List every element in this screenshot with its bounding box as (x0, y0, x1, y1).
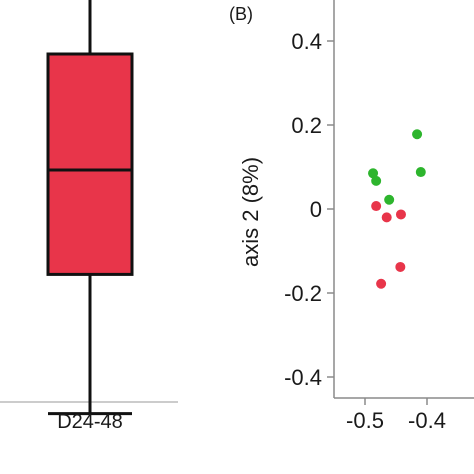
scatter-panel: (B) axis 2 (8%) 0.4 0.2 0 -0.2 -0.4 -0.5 -0.4… (229, 0, 474, 433)
panel-label: (B) (229, 4, 253, 24)
scatter-point-series-2 (395, 261, 406, 272)
scatter-point-series-1 (415, 167, 426, 178)
y-ticks: 0.4 0.2 0 -0.2 -0.4 (284, 29, 334, 390)
scatter-point-series-1 (368, 168, 379, 179)
y-tick-label: -0.2 (284, 281, 322, 306)
x-tick-label: -0.4 (408, 408, 446, 433)
scatter-point-series-1 (412, 129, 423, 140)
scatter-point-series-2 (381, 212, 392, 223)
box-iqr (46, 52, 134, 276)
y-tick-label: 0.2 (291, 113, 322, 138)
box-plot (46, 0, 134, 416)
scatter-point-series-2 (395, 209, 406, 220)
y-axis-label: axis 2 (8%) (238, 157, 263, 267)
scatter-point-series-1 (384, 194, 395, 205)
scatter-point-series-1 (371, 175, 382, 186)
y-tick-label: 0.4 (291, 29, 322, 54)
y-tick-label: -0.4 (284, 365, 322, 390)
x-tick-label: -0.5 (346, 408, 384, 433)
box-plot-panel: D24-48 (0, 0, 178, 433)
scatter-point-series-2 (376, 278, 387, 289)
y-tick-label: 0 (310, 197, 322, 222)
box-category-label: D24-48 (57, 411, 123, 433)
scatter-points (368, 129, 426, 289)
x-ticks: -0.5-0.4-0 (346, 398, 446, 433)
scatter-point-series-2 (371, 201, 382, 212)
